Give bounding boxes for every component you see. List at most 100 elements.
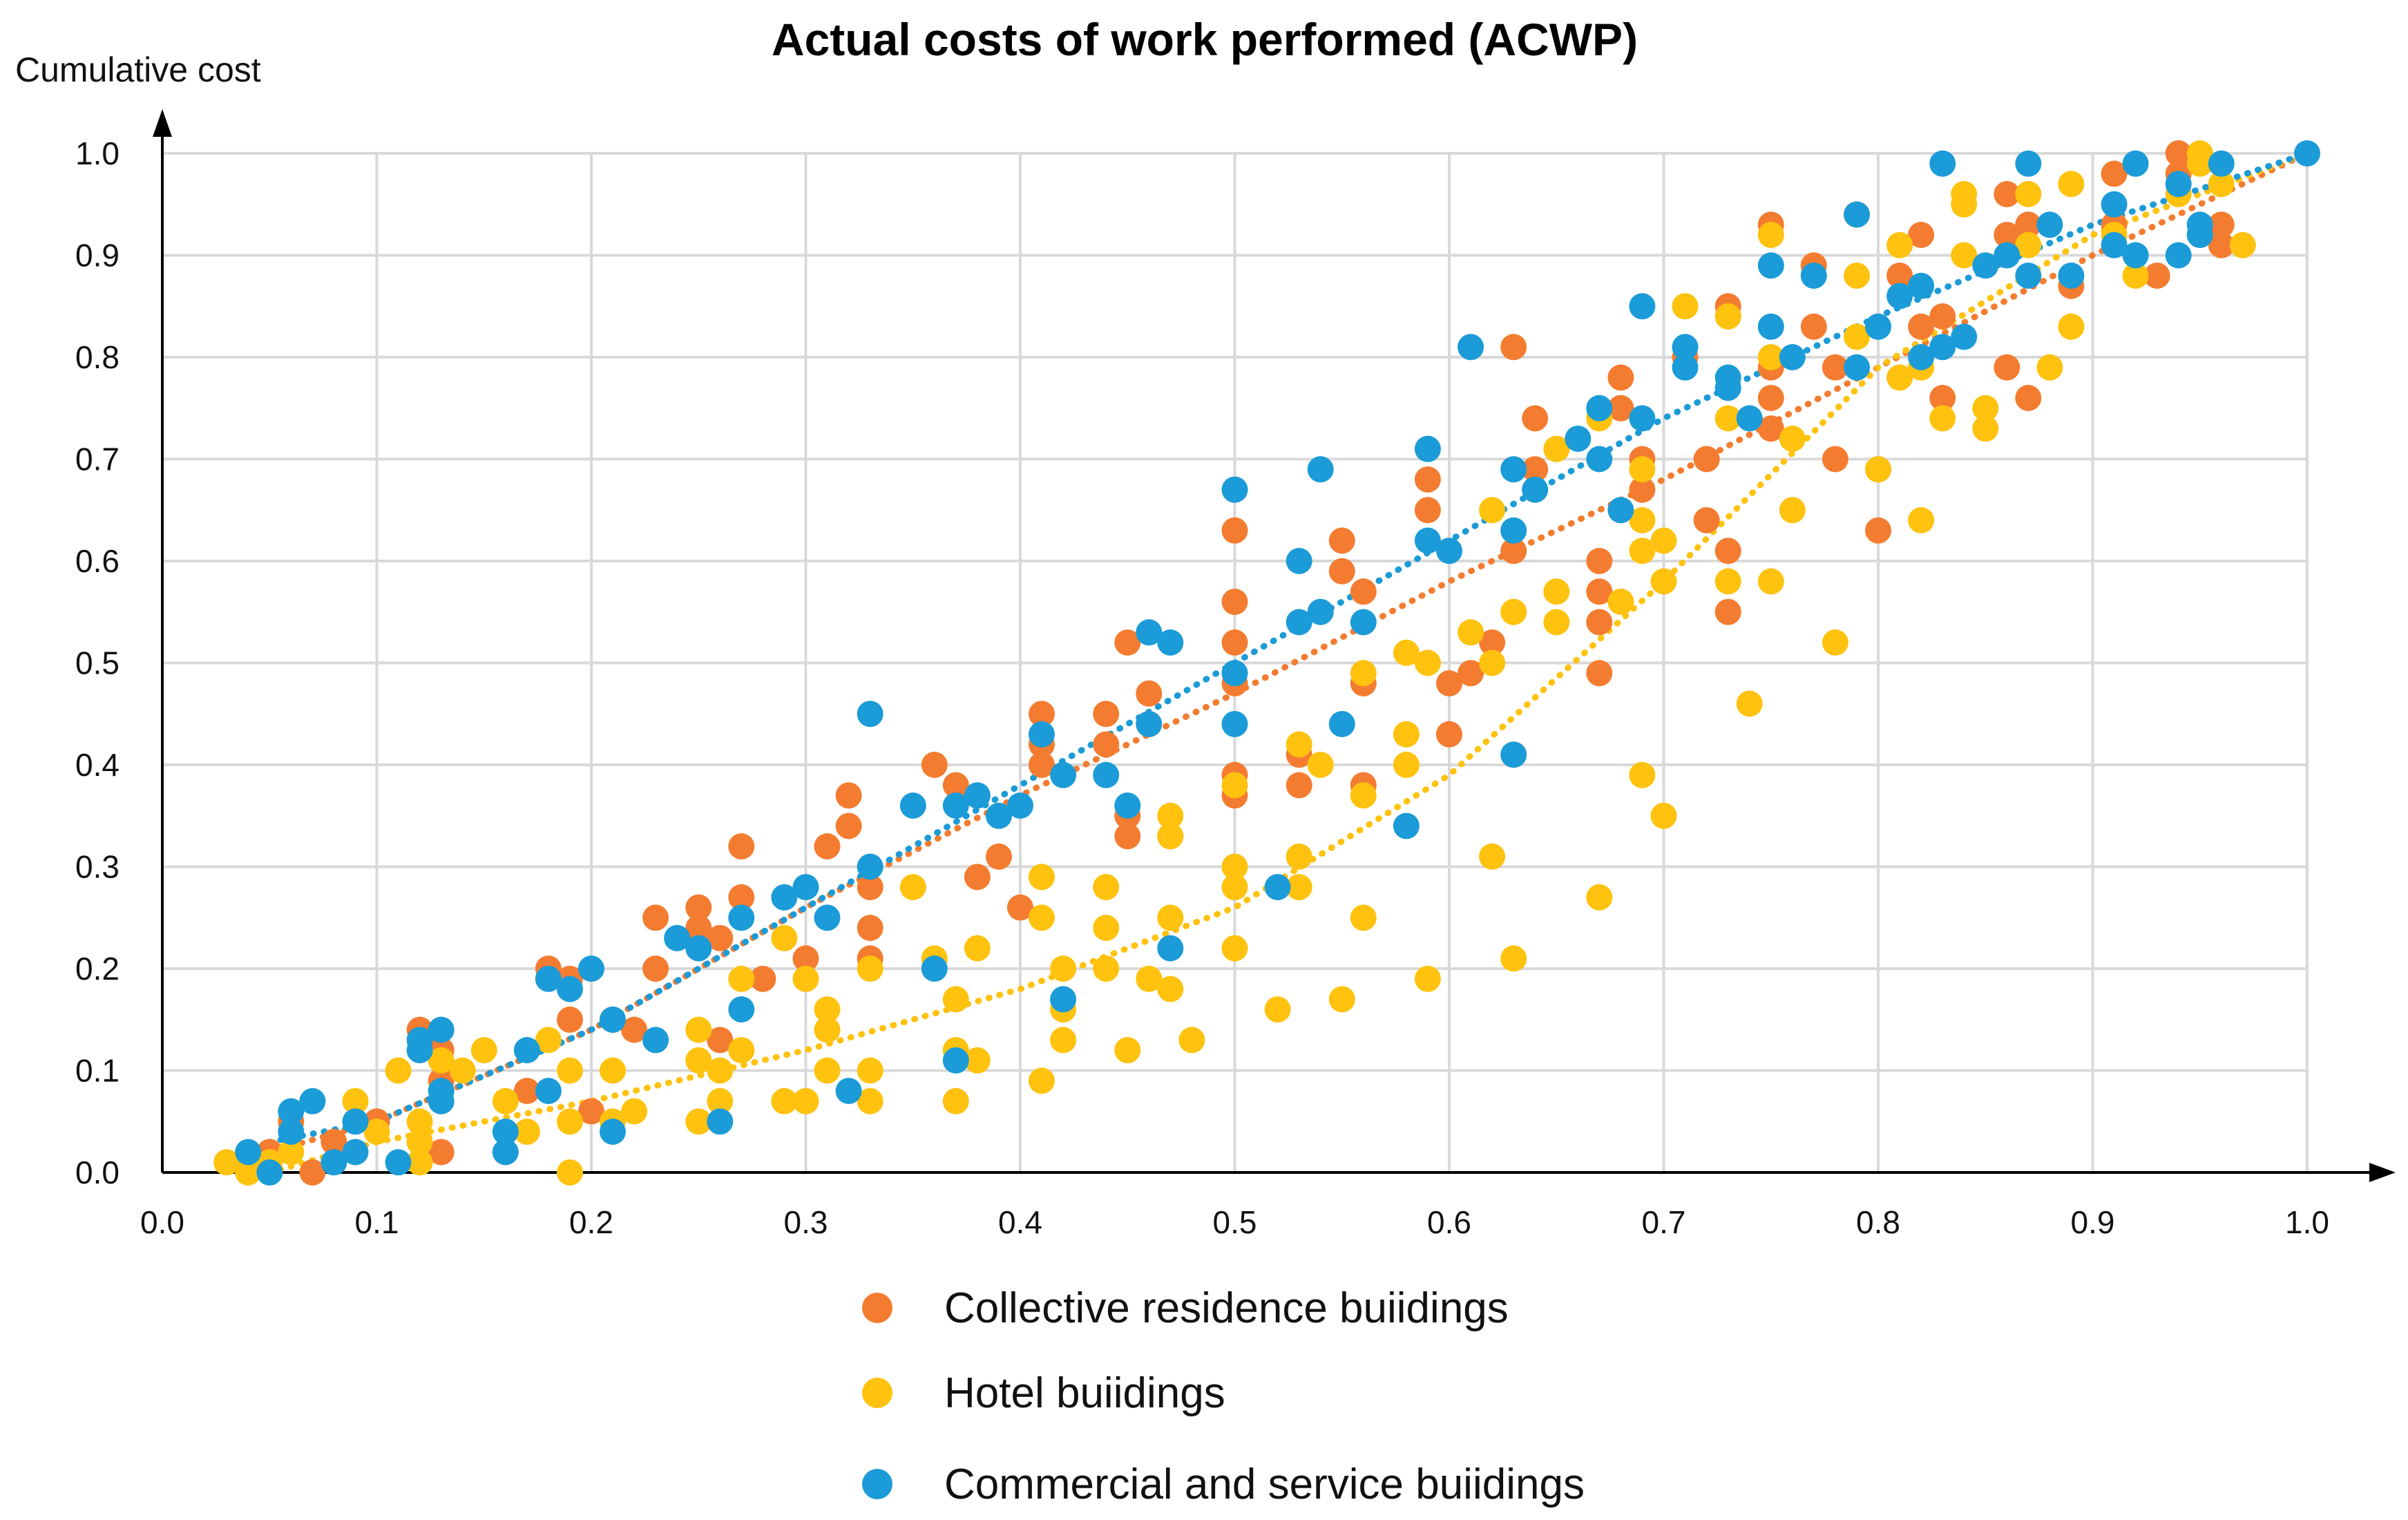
data-point [749, 965, 776, 992]
data-point [492, 1087, 519, 1114]
data-point [728, 904, 755, 931]
data-point [1221, 629, 1248, 656]
data-point [986, 802, 1012, 829]
data-point [1908, 344, 1935, 370]
data-point [2208, 150, 2235, 177]
data-point [1908, 272, 1935, 299]
data-point [2058, 171, 2085, 198]
x-tick-label: 1.0 [2285, 1204, 2329, 1240]
data-point [814, 996, 841, 1023]
data-point [278, 1119, 305, 1145]
data-point [1886, 364, 1913, 391]
data-point [1328, 558, 1355, 585]
data-point [685, 1016, 712, 1043]
data-point [942, 792, 969, 819]
data-point [642, 904, 669, 931]
data-point [1350, 904, 1377, 931]
data-point [1951, 323, 1978, 350]
data-point [814, 904, 841, 931]
data-point [1500, 538, 1527, 564]
legend-label: Hotel buiidings [944, 1369, 1225, 1417]
data-point [342, 1108, 369, 1135]
data-point [1865, 313, 1891, 340]
data-point [1458, 660, 1484, 687]
y-tick-label: 1.0 [75, 135, 120, 171]
data-point [857, 915, 883, 941]
data-point [728, 996, 755, 1023]
y-tick-label: 0.4 [75, 747, 120, 783]
data-point [1650, 802, 1677, 829]
data-point [1029, 1067, 1055, 1094]
data-point [2015, 385, 2042, 411]
data-point [1586, 446, 1613, 473]
tick-labels: 0.0 0.1 0.2 0.3 0.4 0.5 0.6 0.7 0.8 0.9 1.0 0.0 0.1 0… [75, 135, 2329, 1240]
data-point [1886, 231, 1913, 258]
data-point [1757, 415, 1784, 442]
data-point [1543, 435, 1570, 462]
data-point [1393, 752, 1420, 778]
data-point [1050, 1027, 1077, 1054]
data-point [513, 1078, 540, 1104]
legend-label: Commercial and service buiidings [944, 1461, 1585, 1508]
data-point [1629, 293, 1656, 320]
data-point [513, 1119, 540, 1145]
data-point [406, 1037, 433, 1063]
data-point [1607, 497, 1634, 524]
data-point [2186, 211, 2213, 238]
data-point [1672, 334, 1699, 361]
data-point [728, 884, 755, 911]
data-point [1114, 823, 1141, 850]
data-point [1093, 956, 1120, 982]
data-point [857, 1057, 883, 1084]
data-point [792, 874, 819, 900]
data-points [213, 140, 2320, 1186]
data-point [1286, 548, 1312, 574]
data-point [707, 1108, 734, 1135]
data-point [1844, 323, 1870, 350]
data-point [2186, 150, 2213, 177]
data-point [1672, 354, 1699, 381]
data-point [1994, 242, 2020, 269]
data-point [600, 1057, 626, 1084]
data-point [2208, 171, 2235, 198]
data-point [1328, 986, 1355, 1013]
data-point [1307, 456, 1334, 483]
data-point [1972, 395, 1999, 421]
data-point [342, 1139, 369, 1166]
data-point [428, 1139, 455, 1166]
data-point [2165, 171, 2192, 198]
x-tick-label: 0.0 [140, 1204, 184, 1240]
data-point [2015, 263, 2042, 289]
data-point [1221, 853, 1248, 880]
data-point [513, 1037, 540, 1063]
data-point [1414, 466, 1441, 493]
data-point [835, 782, 862, 809]
data-point [1114, 792, 1141, 819]
data-point [278, 1139, 305, 1166]
data-point [1328, 527, 1355, 554]
data-point [1136, 711, 1163, 737]
data-point [771, 884, 798, 911]
data-point [1779, 344, 1806, 370]
data-point [1586, 884, 1613, 911]
data-point [1029, 752, 1055, 778]
data-point [1972, 415, 1999, 442]
data-point [1307, 752, 1334, 778]
data-point [385, 1149, 412, 1176]
data-point [835, 813, 862, 839]
data-point [1221, 772, 1248, 799]
data-point [1093, 701, 1120, 728]
data-point [728, 965, 755, 992]
data-point [986, 843, 1012, 870]
data-point [235, 1139, 262, 1166]
data-point [2058, 263, 2085, 289]
data-point [1157, 629, 1184, 656]
y-tick-label: 0.0 [75, 1155, 120, 1190]
data-point [1865, 456, 1891, 483]
y-tick-label: 0.3 [75, 849, 120, 885]
data-point [857, 853, 883, 880]
y-tick-label: 0.2 [75, 951, 120, 987]
data-point [1414, 497, 1441, 524]
x-tick-label: 0.6 [1427, 1204, 1471, 1240]
data-point [1286, 843, 1312, 870]
